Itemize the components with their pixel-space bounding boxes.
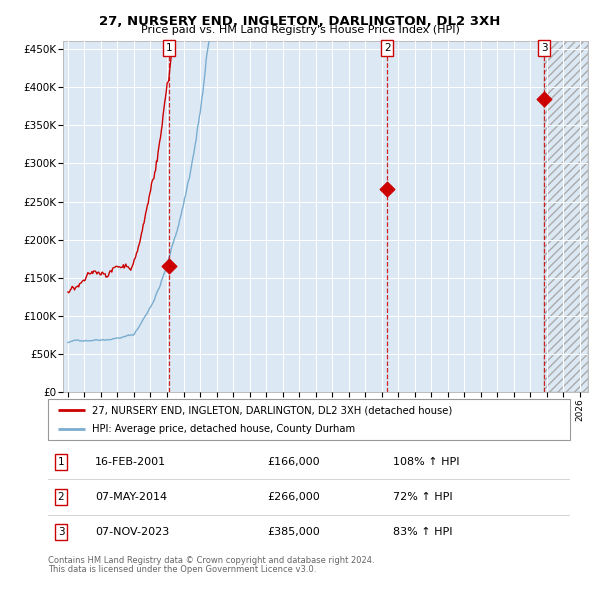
Text: This data is licensed under the Open Government Licence v3.0.: This data is licensed under the Open Gov…	[48, 565, 316, 573]
Text: 72% ↑ HPI: 72% ↑ HPI	[392, 492, 452, 502]
Text: Price paid vs. HM Land Registry's House Price Index (HPI): Price paid vs. HM Land Registry's House …	[140, 25, 460, 35]
Text: 83% ↑ HPI: 83% ↑ HPI	[392, 527, 452, 537]
Text: 27, NURSERY END, INGLETON, DARLINGTON, DL2 3XH (detached house): 27, NURSERY END, INGLETON, DARLINGTON, D…	[92, 405, 452, 415]
Text: 27, NURSERY END, INGLETON, DARLINGTON, DL2 3XH: 27, NURSERY END, INGLETON, DARLINGTON, D…	[100, 15, 500, 28]
Point	[164, 261, 174, 270]
Text: £385,000: £385,000	[267, 527, 320, 537]
Text: 3: 3	[541, 43, 548, 53]
Text: £266,000: £266,000	[267, 492, 320, 502]
Text: 2: 2	[384, 43, 391, 53]
Text: HPI: Average price, detached house, County Durham: HPI: Average price, detached house, Coun…	[92, 424, 355, 434]
Text: 3: 3	[58, 527, 64, 537]
Text: 1: 1	[58, 457, 64, 467]
FancyBboxPatch shape	[48, 399, 570, 440]
Text: 2: 2	[58, 492, 64, 502]
Text: 07-MAY-2014: 07-MAY-2014	[95, 492, 167, 502]
Text: 16-FEB-2001: 16-FEB-2001	[95, 457, 166, 467]
Text: 07-NOV-2023: 07-NOV-2023	[95, 527, 169, 537]
Bar	[544, 41, 588, 392]
Text: 1: 1	[166, 43, 172, 53]
Text: Contains HM Land Registry data © Crown copyright and database right 2024.: Contains HM Land Registry data © Crown c…	[48, 556, 374, 565]
Point	[383, 185, 392, 194]
Text: 108% ↑ HPI: 108% ↑ HPI	[392, 457, 459, 467]
Text: £166,000: £166,000	[267, 457, 320, 467]
Point	[539, 94, 549, 103]
